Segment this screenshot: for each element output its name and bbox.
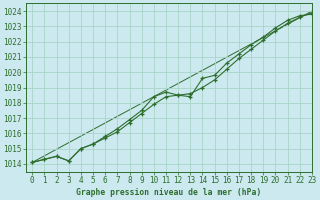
X-axis label: Graphe pression niveau de la mer (hPa): Graphe pression niveau de la mer (hPa) <box>76 188 262 197</box>
